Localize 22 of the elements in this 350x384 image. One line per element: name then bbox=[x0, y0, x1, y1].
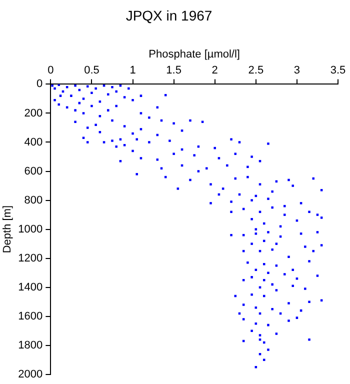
y-tick-label: 400 bbox=[24, 136, 43, 148]
y-tick-label: 1000 bbox=[18, 223, 43, 236]
x-tick-label: 2 bbox=[212, 64, 218, 77]
x-tick-label: 1.5 bbox=[166, 64, 182, 77]
x-tick-label: 0.5 bbox=[84, 64, 100, 77]
chart-title: JPQX in 1967 bbox=[126, 7, 212, 24]
x-axis-title: Phosphate [µmol/l] bbox=[148, 48, 240, 60]
y-axis-title: Depth [m] bbox=[2, 205, 14, 254]
x-tick-label: 1 bbox=[130, 64, 136, 77]
y-tick-label: 1600 bbox=[18, 310, 43, 322]
x-tick-label: 2.5 bbox=[248, 64, 264, 77]
x-tick-label: 3.5 bbox=[330, 64, 346, 77]
x-tick-label: 0 bbox=[48, 64, 54, 77]
y-tick-label: 0 bbox=[36, 78, 43, 90]
y-tick-label: 600 bbox=[24, 165, 43, 178]
x-tick-label: 3 bbox=[294, 64, 300, 77]
y-tick-label: 1800 bbox=[18, 339, 43, 352]
y-tick-label: 1200 bbox=[18, 252, 43, 264]
y-tick-label: 200 bbox=[24, 107, 43, 120]
y-tick-label: 2000 bbox=[18, 368, 43, 380]
y-tick-label: 800 bbox=[24, 194, 43, 206]
y-tick-label: 1400 bbox=[18, 281, 43, 294]
